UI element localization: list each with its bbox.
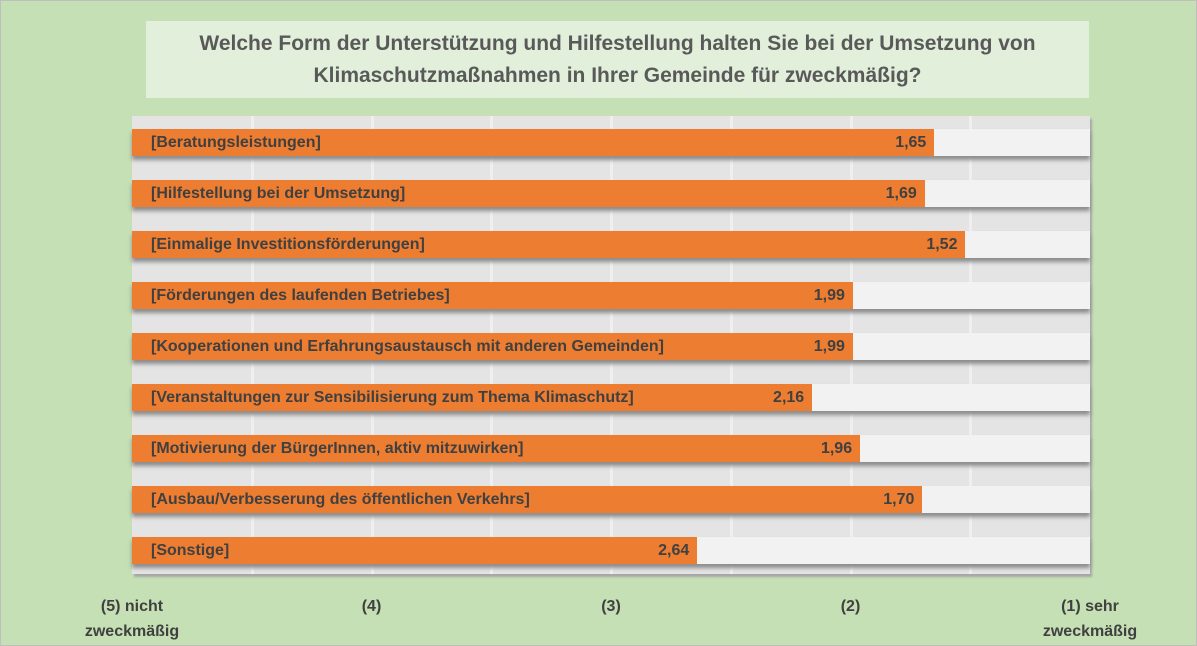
bar bbox=[132, 435, 861, 462]
bar bbox=[132, 333, 853, 360]
data-label: 1,96 bbox=[820, 440, 853, 457]
category-label: [Motivierung der BürgerInnen, aktiv mitz… bbox=[151, 440, 524, 457]
category-label: [Sonstige] bbox=[151, 542, 230, 559]
bar-track: [Sonstige] 2,64 bbox=[132, 537, 1090, 564]
bar-track: [Kooperationen und Erfahrungsaustausch m… bbox=[132, 333, 1090, 360]
category-label: [Kooperationen und Erfahrungsaustausch m… bbox=[151, 338, 664, 355]
category-label: [Hilfestellung bei der Umsetzung] bbox=[151, 185, 406, 202]
bar-track: [Hilfestellung bei der Umsetzung] 1,69 bbox=[132, 180, 1090, 207]
bar bbox=[132, 486, 923, 513]
bar bbox=[132, 282, 853, 309]
x-tick-label: (3) bbox=[601, 598, 621, 615]
bar-track: [Förderungen des laufenden Betriebes] 1,9… bbox=[132, 282, 1090, 309]
data-label: 1,69 bbox=[885, 185, 917, 202]
data-label: 2,16 bbox=[773, 389, 805, 406]
bar-track: [Ausbau/Verbesserung des öffentlichen Ve… bbox=[132, 486, 1090, 513]
data-label: 1,99 bbox=[813, 287, 845, 304]
data-label: 1,99 bbox=[813, 338, 845, 355]
chart-title: Welche Form der Unterstützung und Hilfes… bbox=[146, 21, 1089, 98]
plot-area: [Beratungsleistungen] 1,65 [Hilfestellung … bbox=[132, 116, 1090, 574]
bar-track: [Beratungsleistungen] 1,65 bbox=[132, 129, 1090, 156]
bar-track: [Veranstaltungen zur Sensibilisierung zu… bbox=[132, 384, 1090, 411]
category-label: [Einmalige Investitionsförderungen] bbox=[151, 236, 425, 253]
bar bbox=[132, 231, 966, 258]
bar-track: [Motivierung der BürgerInnen, aktiv mitz… bbox=[132, 435, 1090, 462]
x-tick-label: (1) sehr zweckmäßig bbox=[1042, 598, 1138, 640]
x-tick-label: (2) bbox=[840, 598, 861, 615]
data-label: 2,64 bbox=[658, 542, 690, 559]
bar bbox=[132, 537, 698, 564]
category-label: [Förderungen des laufenden Betriebes] bbox=[151, 287, 450, 304]
data-label: 1,65 bbox=[895, 134, 927, 151]
bar bbox=[132, 180, 925, 207]
category-label: [Beratungsleistungen] bbox=[151, 134, 321, 151]
data-label: 1,52 bbox=[926, 236, 958, 253]
bar-track: [Einmalige Investitionsförderungen] 1,52 bbox=[132, 231, 1090, 258]
bar bbox=[132, 129, 935, 156]
bar bbox=[132, 384, 813, 411]
x-tick-label: (5) nicht zweckmäßig bbox=[84, 598, 180, 640]
data-label: 1,70 bbox=[883, 491, 915, 508]
category-label: [Ausbau/Verbesserung des öffentlichen Ve… bbox=[151, 491, 530, 508]
x-tick-label: (4) bbox=[361, 598, 382, 615]
category-label: [Veranstaltungen zur Sensibilisierung zu… bbox=[151, 389, 634, 406]
